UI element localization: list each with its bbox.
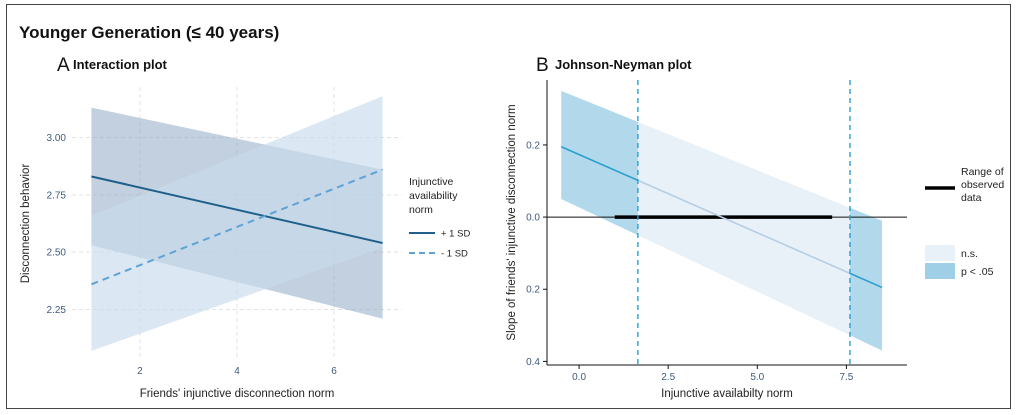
x-tick-label: 2 xyxy=(137,366,143,377)
figure-canvas: Younger Generation (≤ 40 years) A Intera… xyxy=(19,23,1004,400)
legend-key-ns xyxy=(925,245,955,261)
panel-b-title: Johnson-Neyman plot xyxy=(555,57,692,72)
series-line-plus-1sd xyxy=(91,175,383,244)
x-tick-label: 2.5 xyxy=(661,372,675,383)
series-line-minus-1sd xyxy=(91,168,383,286)
y-axis-label: Slope of friends' injunctive disconnecti… xyxy=(506,104,518,340)
legend-title: norm xyxy=(409,204,433,216)
y-tick-label: 2.25 xyxy=(47,305,67,316)
slope-line-ns xyxy=(637,179,851,275)
slope-line-sig-left xyxy=(560,146,639,182)
legend-label: + 1 SD xyxy=(441,229,470,240)
y-axis-label: Disconnection behavior xyxy=(20,164,32,284)
panel-b-letter: B xyxy=(536,55,549,76)
y-tick-label: 0.0 xyxy=(526,213,540,224)
interaction-plot: 2 4 6 2.25 2.50 2.75 3.00 Friends' injunctive d… xyxy=(20,87,470,400)
y-tick-label: 2.75 xyxy=(47,190,67,201)
y-tick-label: 0.2 xyxy=(526,285,540,296)
legend-key-sig xyxy=(925,263,955,279)
panel-a-title: Interaction plot xyxy=(73,57,168,72)
x-axis-label: Friends' injunctive disconnection norm xyxy=(140,388,335,400)
legend-range-label: observed xyxy=(961,179,1004,191)
legend-range-label: Range of xyxy=(961,166,1004,178)
panel-a-letter: A xyxy=(57,55,70,76)
y-tick-label: 3.00 xyxy=(47,133,67,144)
x-tick-label: 6 xyxy=(331,366,337,377)
legend-label: - 1 SD xyxy=(441,249,468,260)
x-tick-label: 0.0 xyxy=(572,372,586,383)
y-tick-label: 0.4 xyxy=(526,357,540,368)
legend-title: availability xyxy=(409,190,458,202)
ci-band-sig-right xyxy=(849,207,883,351)
ci-band-minus-1sd xyxy=(91,96,383,351)
slope-line-sig-right xyxy=(849,272,883,289)
legend-ns-label: n.s. xyxy=(961,248,978,260)
figure-title: Younger Generation (≤ 40 years) xyxy=(19,23,279,42)
ci-band-ns xyxy=(637,121,850,336)
legend-sig-label: p < .05 xyxy=(961,266,994,278)
legend-range-label: data xyxy=(961,192,982,204)
x-axis-label: Injunctive availabilty norm xyxy=(661,388,793,400)
legend-title: Injunctive xyxy=(409,176,454,188)
y-tick-label: 2.50 xyxy=(47,248,67,259)
johnson-neyman-plot: 0.0 2.5 5.0 7.5 0.2 0.0 0.2 0.4 Injunctive avail… xyxy=(506,80,1004,400)
x-tick-label: 4 xyxy=(234,366,240,377)
x-tick-label: 7.5 xyxy=(839,372,853,383)
x-tick-label: 5.0 xyxy=(750,372,764,383)
y-tick-label: 0.2 xyxy=(526,140,540,151)
figure-frame: Younger Generation (≤ 40 years) A Intera… xyxy=(6,4,1011,409)
